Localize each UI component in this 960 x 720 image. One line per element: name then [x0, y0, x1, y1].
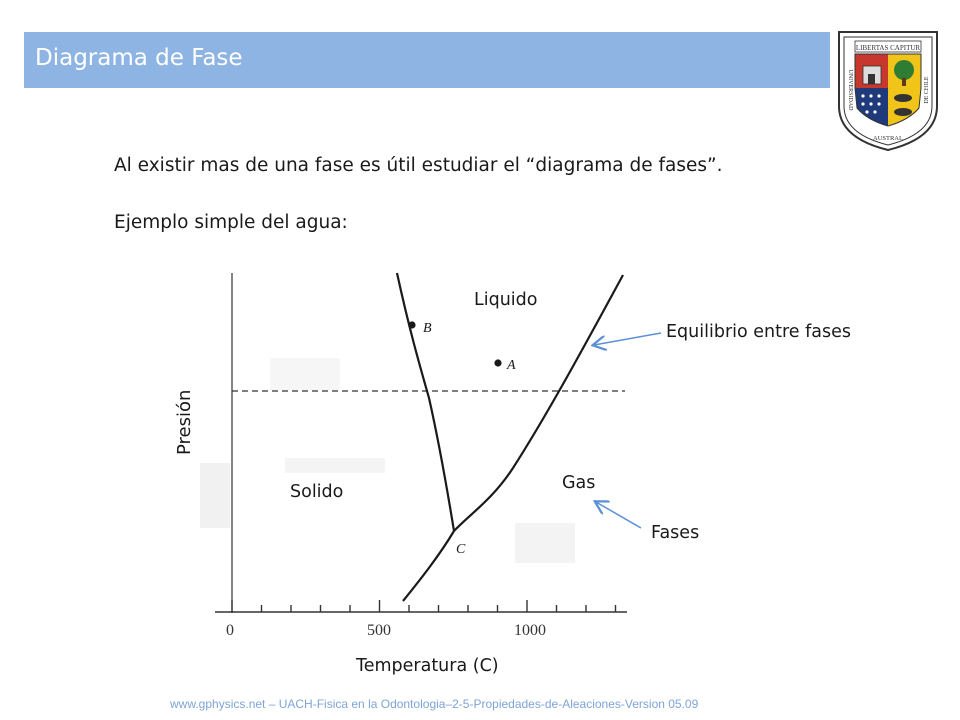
liquid-gas-boundary: [453, 274, 624, 532]
point-c-label: C: [456, 542, 466, 557]
point-a-label: A: [506, 358, 516, 373]
university-crest-logo: LIBERTAS CAPITUR AUSTRAL UNIVERSIDAD DE …: [838, 31, 938, 152]
scan-smudge: [200, 463, 230, 528]
title-bar: Diagrama de Fase: [24, 32, 830, 88]
y-axis-label: Presión: [174, 389, 195, 455]
region-label-solid: Solido: [290, 482, 344, 502]
svg-text:LIBERTAS CAPITUR: LIBERTAS CAPITUR: [856, 44, 920, 52]
footer-text: www.gphysics.net – UACH-Fisica en la Odo…: [170, 697, 699, 711]
x-axis-label: Temperatura (C): [356, 656, 499, 676]
region-label-gas: Gas: [562, 473, 596, 493]
solid-gas-boundary: [402, 530, 455, 602]
point-b-label: B: [423, 321, 432, 336]
point-a-marker: [494, 359, 502, 367]
x-tick-label: 500: [367, 622, 391, 639]
scan-smudge: [285, 458, 385, 473]
slide-title: Diagrama de Fase: [35, 45, 243, 71]
scan-smudge: [515, 523, 575, 563]
x-axis-ticks: [231, 600, 617, 612]
svg-text:DE CHILE: DE CHILE: [924, 76, 930, 103]
svg-text:AUSTRAL: AUSTRAL: [873, 135, 903, 142]
solid-liquid-boundary: [395, 272, 456, 532]
example-text: Ejemplo simple del agua:: [114, 212, 348, 233]
x-tick-label: 0: [226, 622, 234, 639]
scan-smudge: [270, 358, 340, 390]
phase-diagram: B A C 0 500 1000: [200, 272, 627, 639]
point-b-marker: [408, 321, 416, 329]
region-label-liquid: Liquido: [474, 290, 538, 310]
intro-text: Al existir mas de una fase es útil estud…: [114, 155, 723, 176]
svg-text:UNIVERSIDAD: UNIVERSIDAD: [847, 70, 853, 112]
annotation-equilibrium: Equilibrio entre fases: [666, 322, 852, 342]
x-tick-label: 1000: [514, 622, 546, 639]
annotation-phases: Fases: [651, 523, 700, 543]
